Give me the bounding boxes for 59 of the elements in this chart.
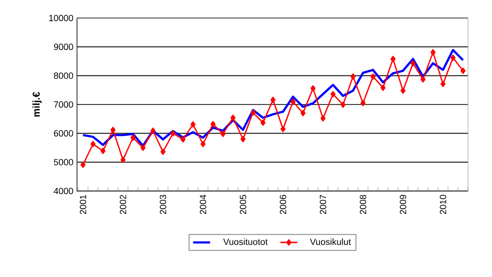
point <box>220 130 226 138</box>
point <box>280 126 286 132</box>
point <box>170 130 176 136</box>
y-tick-label: 7000 <box>54 101 74 108</box>
x-tick-label: 2006 <box>280 194 286 214</box>
x-tick-label: 2005 <box>240 194 246 214</box>
x-tick-label: 2009 <box>400 194 406 214</box>
point <box>270 96 276 104</box>
point <box>90 140 96 148</box>
point <box>130 134 136 141</box>
point <box>320 115 326 122</box>
point <box>100 148 106 154</box>
point <box>400 88 406 94</box>
x-tick-label: 2007 <box>320 194 326 214</box>
y-tick-label: 10000 <box>49 14 74 22</box>
x-tick-label: 2002 <box>120 194 126 214</box>
y-tick-label: 6000 <box>54 130 74 137</box>
x-tick-label: 2008 <box>360 194 366 214</box>
point <box>410 60 416 66</box>
y-tick-label: 9000 <box>54 44 74 50</box>
point <box>190 121 196 128</box>
point <box>310 85 316 92</box>
point <box>230 114 236 121</box>
point <box>340 102 346 108</box>
point <box>140 144 146 151</box>
point <box>210 120 216 128</box>
point <box>120 156 126 163</box>
point <box>300 110 306 116</box>
point <box>160 148 166 155</box>
point <box>460 68 466 74</box>
point <box>390 56 396 62</box>
point <box>380 84 386 91</box>
x-tick-label: 2010 <box>440 194 446 214</box>
point <box>180 136 186 143</box>
point <box>350 73 356 80</box>
point <box>110 126 116 134</box>
point <box>150 128 156 134</box>
point <box>420 76 426 83</box>
legend-label: Vuosituotot <box>223 238 268 246</box>
point <box>330 90 336 98</box>
point <box>360 100 366 106</box>
point <box>80 162 86 168</box>
point <box>370 73 376 80</box>
point <box>260 120 266 126</box>
y-tick-label: 8000 <box>54 72 74 79</box>
x-tick-label: 2004 <box>200 194 206 214</box>
y-tick-label: 5000 <box>54 158 74 166</box>
y-tick-label: 4000 <box>54 188 74 194</box>
legend-label: Vuosikulut <box>310 238 351 246</box>
x-tick-label: 2003 <box>160 194 166 214</box>
point <box>290 98 296 105</box>
point <box>430 49 436 56</box>
point <box>240 136 246 142</box>
y-axis-title: milj.€ <box>32 92 42 117</box>
x-tick-label: 2001 <box>80 194 86 214</box>
point <box>450 54 456 61</box>
point <box>200 140 206 148</box>
point <box>440 80 446 88</box>
point <box>250 109 256 116</box>
